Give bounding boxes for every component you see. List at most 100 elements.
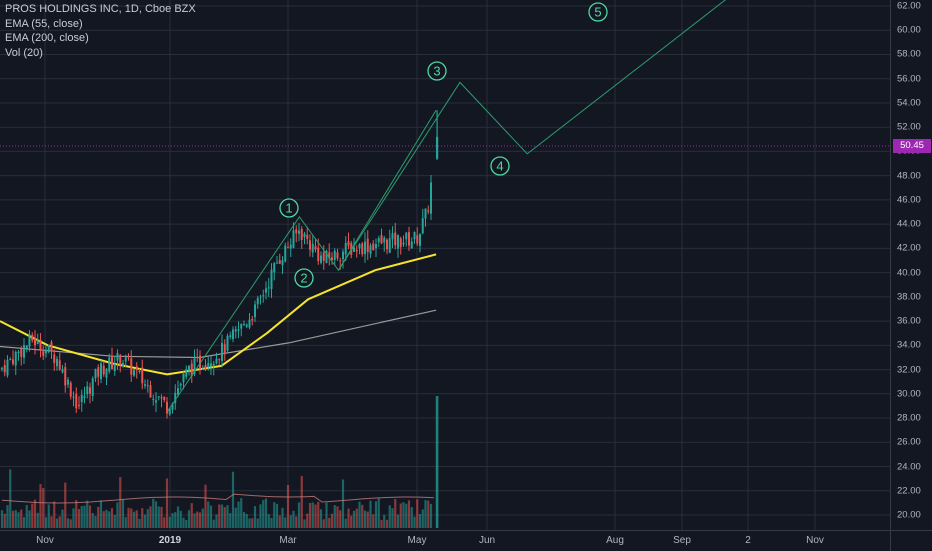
grid: [0, 0, 890, 530]
candle-body: [17, 351, 20, 354]
candle-body: [94, 368, 97, 379]
candle-body: [155, 400, 157, 403]
candle-body: [53, 354, 56, 363]
volume-bar: [361, 504, 364, 528]
candle-body: [394, 232, 397, 246]
time-tick-label: Sep: [673, 535, 691, 546]
candle-body: [232, 329, 234, 340]
volume-bar: [256, 518, 259, 528]
candle-body: [320, 255, 322, 263]
volume-bar: [130, 508, 133, 528]
candle-body: [347, 241, 350, 246]
candle-body: [243, 324, 245, 326]
volume-bar: [53, 501, 56, 528]
candle-body: [270, 269, 273, 289]
candle-body: [56, 358, 58, 367]
volume-bar: [297, 502, 301, 528]
volume-bar: [105, 509, 108, 528]
candle-body: [278, 260, 281, 264]
candle-body: [375, 244, 377, 248]
candle-body: [355, 249, 358, 252]
wave-path: [166, 0, 726, 413]
candle-body: [80, 394, 83, 403]
price-tick-label: 20.00: [897, 509, 921, 521]
price-axis[interactable]: 62.0060.0058.0056.0054.0052.0050.0048.00…: [890, 0, 932, 530]
volume-bar: [308, 503, 312, 528]
last-price-label: 50.45: [893, 138, 931, 153]
legend-ema200[interactable]: EMA (200, close): [5, 32, 89, 44]
volume-bar: [165, 478, 169, 528]
candle-body: [353, 247, 355, 252]
candle-body: [166, 401, 168, 414]
volume-bar: [218, 504, 221, 528]
candle-body: [105, 368, 108, 378]
candle-body: [218, 358, 221, 360]
candle-body: [295, 229, 298, 234]
volume-bar: [270, 517, 273, 528]
candle-body: [39, 339, 42, 351]
volume-bar: [410, 507, 413, 528]
time-tick-label: 2: [745, 535, 751, 546]
volume-bar: [17, 512, 20, 528]
candle-body: [317, 247, 320, 261]
volume-bar: [267, 514, 270, 528]
legend-ema55[interactable]: EMA (55, close): [5, 17, 83, 30]
volume-bar: [237, 501, 240, 528]
candle-body: [83, 396, 86, 399]
candle-body: [248, 319, 251, 328]
candle-body: [97, 367, 100, 377]
volume-bar: [300, 475, 303, 528]
volume-bar: [325, 502, 328, 528]
candle-body: [188, 365, 190, 371]
candle-body: [388, 238, 391, 253]
candle-body: [201, 368, 204, 370]
volume-bar: [242, 512, 246, 528]
volume-bar: [14, 510, 17, 528]
volume-bar: [424, 499, 427, 528]
candle-body: [75, 393, 78, 409]
candle-body: [333, 250, 336, 261]
price-tick-label: 58.00: [897, 48, 921, 60]
volume-bar: [124, 517, 127, 528]
volume-bar: [20, 509, 23, 528]
candle-body: [78, 404, 80, 406]
time-axis[interactable]: Nov 2019 Mar May Jun Aug Sep 2 Nov: [0, 530, 890, 551]
candle-body: [361, 243, 364, 255]
time-tick-label: Jun: [478, 535, 496, 546]
candle-body: [265, 288, 267, 293]
candle-body: [328, 252, 331, 259]
candle-body: [322, 252, 325, 261]
candle-body: [306, 234, 309, 239]
volume-bar: [196, 511, 199, 528]
chart-area[interactable]: 1 2 3 4 5 PROS HOLDINGS INC, 1D, Cboe BZX EM…: [0, 0, 890, 530]
time-tick-label: Aug: [606, 535, 624, 546]
candle-body: [397, 234, 399, 249]
volume-bar: [339, 510, 342, 528]
candle-body: [372, 243, 375, 251]
candle-body: [130, 358, 133, 375]
price-tick-label: 36.00: [897, 315, 921, 327]
volume-bar: [207, 501, 210, 528]
candle-body: [122, 362, 124, 367]
volume-bar: [328, 517, 331, 528]
candle-body: [12, 359, 14, 364]
volume-bar: [64, 482, 67, 528]
volume-bar: [418, 513, 422, 528]
legend-symbol[interactable]: PROS HOLDINGS INC, 1D, Cboe BZX: [5, 3, 196, 15]
time-tick-label: 2019: [158, 535, 182, 546]
candle-body: [223, 344, 226, 354]
volume-bar: [289, 515, 292, 528]
volume-bars: [0, 396, 439, 528]
candle-body: [427, 210, 430, 212]
price-tick-label: 28.00: [897, 412, 921, 424]
legend-vol[interactable]: Vol (20): [5, 46, 43, 59]
volume-bar: [429, 503, 433, 528]
wave-channel-line: [338, 109, 437, 271]
candle-body: [157, 396, 160, 398]
price-chart[interactable]: 1 2 3 4 5: [0, 0, 890, 530]
candle-body: [124, 357, 127, 362]
volume-bar: [116, 502, 119, 528]
wave-label-circle: [279, 198, 299, 218]
candle-body: [91, 378, 94, 397]
volume-bar: [86, 500, 89, 528]
